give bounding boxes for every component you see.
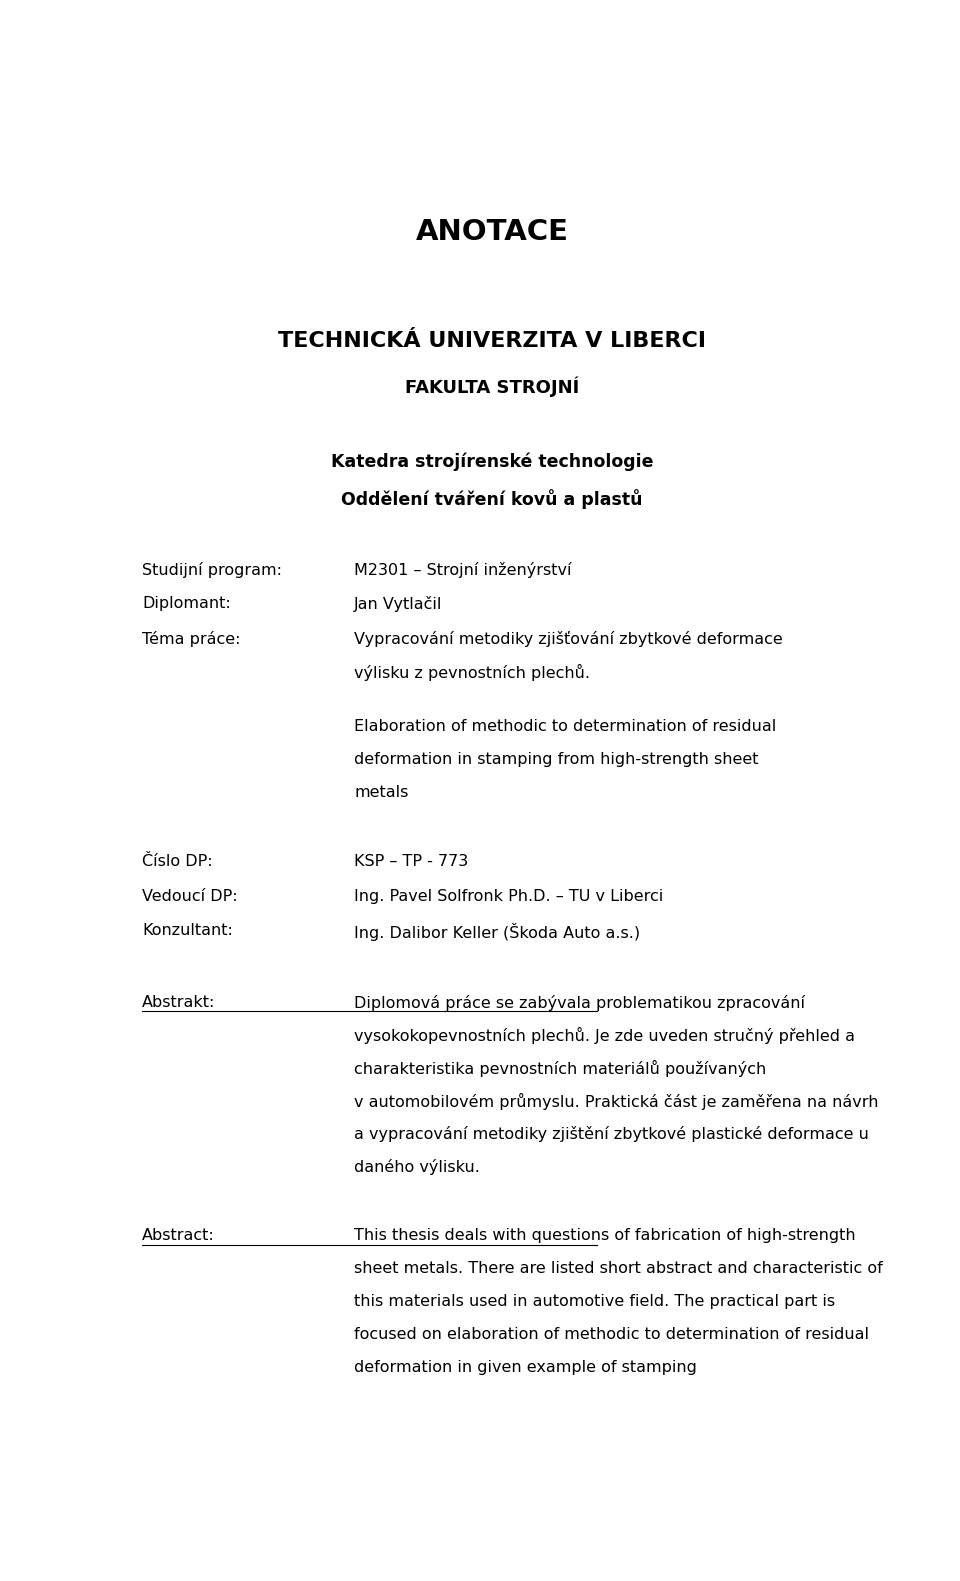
Text: Číslo DP:: Číslo DP: [142, 854, 213, 870]
Text: Oddělení tváření kovů a plastů: Oddělení tváření kovů a plastů [341, 489, 643, 509]
Text: Téma práce:: Téma práce: [142, 631, 241, 647]
Text: ANOTACE: ANOTACE [416, 218, 568, 245]
Text: výlisku z pevnostních plechů.: výlisku z pevnostních plechů. [354, 664, 590, 681]
Text: Elaboration of methodic to determination of residual: Elaboration of methodic to determination… [354, 719, 777, 734]
Text: Katedra strojírenské technologie: Katedra strojírenské technologie [331, 452, 653, 471]
Text: This thesis deals with questions of fabrication of high-strength: This thesis deals with questions of fabr… [354, 1228, 856, 1243]
Text: Vedoucí DP:: Vedoucí DP: [142, 889, 238, 904]
Text: daného výlisku.: daného výlisku. [354, 1159, 480, 1175]
Text: deformation in stamping from high-strength sheet: deformation in stamping from high-streng… [354, 751, 758, 767]
Text: Vypracování metodiky zjišťování zbytkové deformace: Vypracování metodiky zjišťování zbytkové… [354, 631, 783, 647]
Text: vysokokopevnostních plechů. Je zde uveden stručný přehled a: vysokokopevnostních plechů. Je zde uvede… [354, 1028, 855, 1045]
Text: FAKULTA STROJNÍ: FAKULTA STROJNÍ [405, 376, 579, 397]
Text: a vypracování metodiky zjištění zbytkové plastické deformace u: a vypracování metodiky zjištění zbytkové… [354, 1126, 869, 1141]
Text: Ing. Pavel Solfronk Ph.D. – TU v Liberci: Ing. Pavel Solfronk Ph.D. – TU v Liberci [354, 889, 663, 904]
Text: Konzultant:: Konzultant: [142, 923, 233, 938]
Text: KSP – TP - 773: KSP – TP - 773 [354, 854, 468, 870]
Text: sheet metals. There are listed short abstract and characteristic of: sheet metals. There are listed short abs… [354, 1262, 883, 1276]
Text: Studijní program:: Studijní program: [142, 561, 282, 577]
Text: Diplomová práce se zabývala problematikou zpracování: Diplomová práce se zabývala problematiko… [354, 994, 805, 1010]
Text: v automobilovém průmyslu. Praktická část je zaměřena na návrh: v automobilovém průmyslu. Praktická část… [354, 1092, 878, 1110]
Text: this materials used in automotive field. The practical part is: this materials used in automotive field.… [354, 1293, 835, 1309]
Text: Abstrakt:: Abstrakt: [142, 994, 216, 1010]
Text: deformation in given example of stamping: deformation in given example of stamping [354, 1360, 697, 1375]
Text: focused on elaboration of methodic to determination of residual: focused on elaboration of methodic to de… [354, 1326, 870, 1342]
Text: Diplomant:: Diplomant: [142, 596, 231, 612]
Text: M2301 – Strojní inženýrství: M2301 – Strojní inženýrství [354, 561, 572, 577]
Text: Jan Vytlačil: Jan Vytlačil [354, 596, 443, 612]
Text: Abstract:: Abstract: [142, 1228, 215, 1243]
Text: TECHNICKÁ UNIVERZITA V LIBERCI: TECHNICKÁ UNIVERZITA V LIBERCI [278, 330, 706, 351]
Text: Ing. Dalibor Keller (Škoda Auto a.s.): Ing. Dalibor Keller (Škoda Auto a.s.) [354, 923, 640, 941]
Text: metals: metals [354, 784, 409, 800]
Text: charakteristika pevnostních materiálů používaných: charakteristika pevnostních materiálů po… [354, 1061, 767, 1077]
